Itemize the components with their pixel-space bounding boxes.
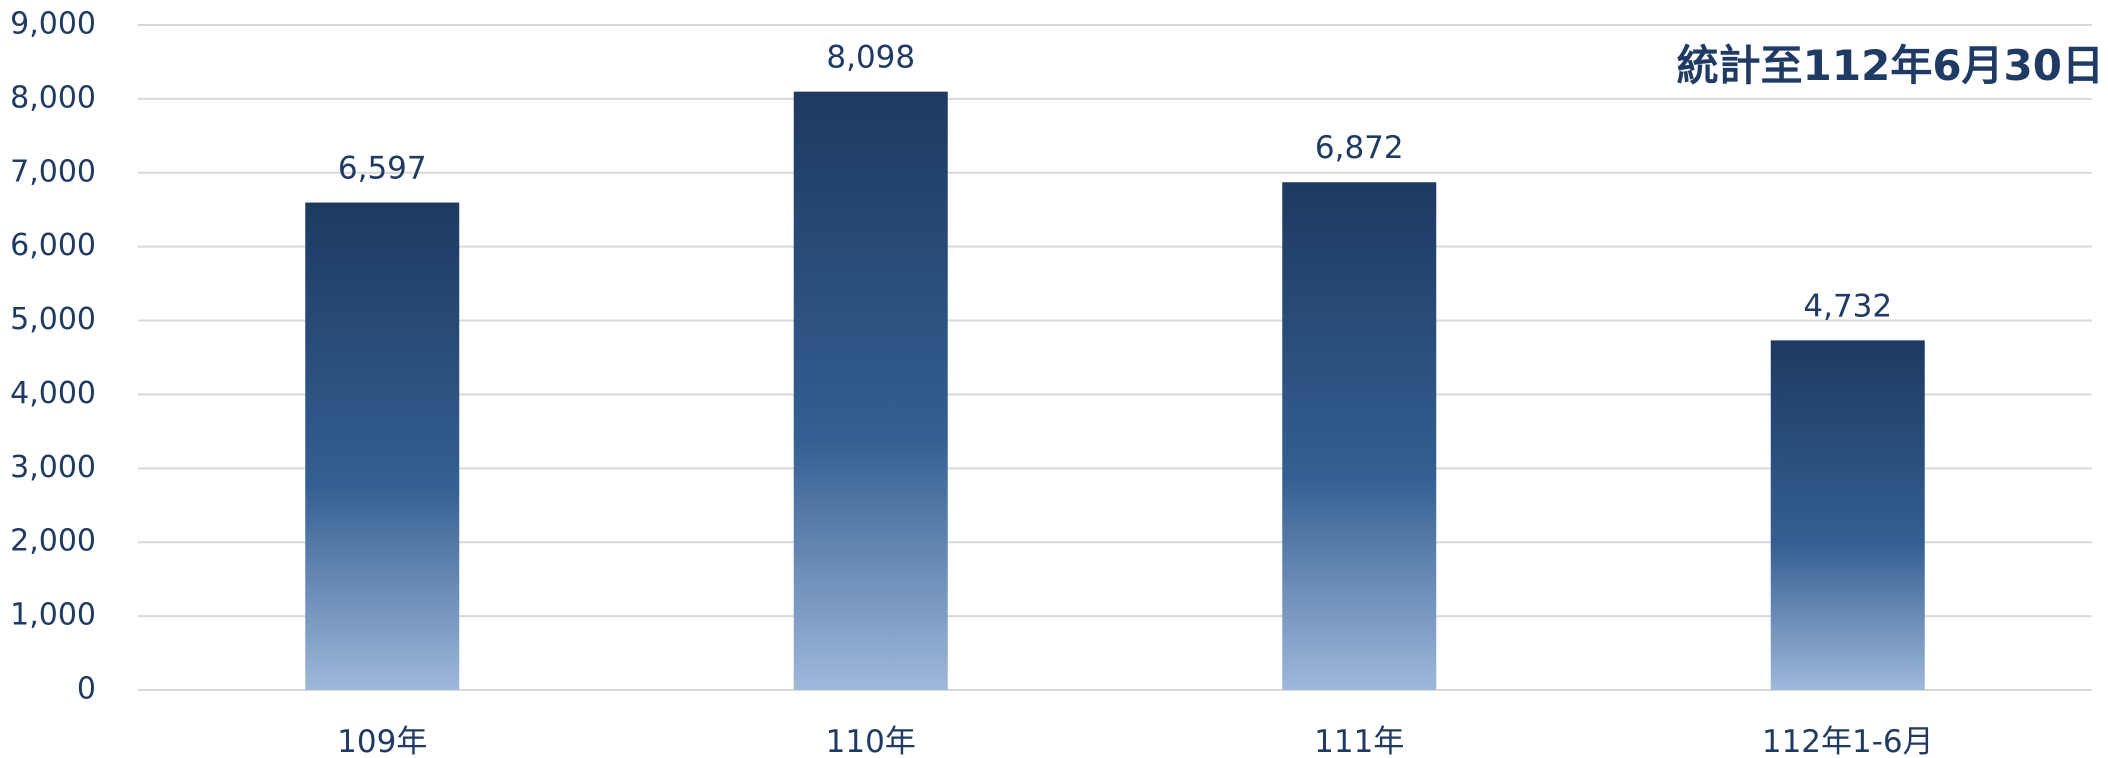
y-tick-label: 8,000 xyxy=(10,80,96,115)
x-tick-label: 112年1-6月 xyxy=(1762,724,1934,758)
bar xyxy=(793,91,948,691)
data-labels: 6,597 8,098 6,872 4,732 xyxy=(338,40,1892,325)
gridlines xyxy=(138,24,2092,691)
bars xyxy=(305,91,1925,691)
y-tick-label: 9,000 xyxy=(10,7,96,42)
chart-annotation: 統計至112年6月30日 xyxy=(1676,41,2104,90)
x-axis-tick-labels: 109年 110年 111年 112年1-6月 xyxy=(337,724,1933,758)
y-axis-tick-labels: 0 1,000 2,000 3,000 4,000 5,000 6,000 7,000 8,00… xyxy=(10,7,96,707)
x-tick-label: 111年 xyxy=(1314,724,1404,758)
data-label: 8,098 xyxy=(826,40,915,76)
y-tick-label: 7,000 xyxy=(10,154,96,189)
y-tick-label: 0 xyxy=(77,672,96,707)
y-tick-label: 2,000 xyxy=(10,524,96,559)
bar xyxy=(1282,182,1437,691)
bar xyxy=(1770,340,1925,690)
data-label: 4,732 xyxy=(1803,288,1892,324)
y-tick-label: 5,000 xyxy=(10,302,96,337)
x-tick-label: 109年 xyxy=(337,724,427,758)
y-tick-label: 4,000 xyxy=(10,376,96,411)
y-tick-label: 1,000 xyxy=(10,598,96,633)
y-tick-label: 3,000 xyxy=(10,450,96,485)
data-label: 6,872 xyxy=(1315,130,1404,166)
bar xyxy=(305,202,460,690)
data-label: 6,597 xyxy=(338,151,427,187)
y-tick-label: 6,000 xyxy=(10,228,96,263)
x-tick-label: 110年 xyxy=(826,724,916,758)
